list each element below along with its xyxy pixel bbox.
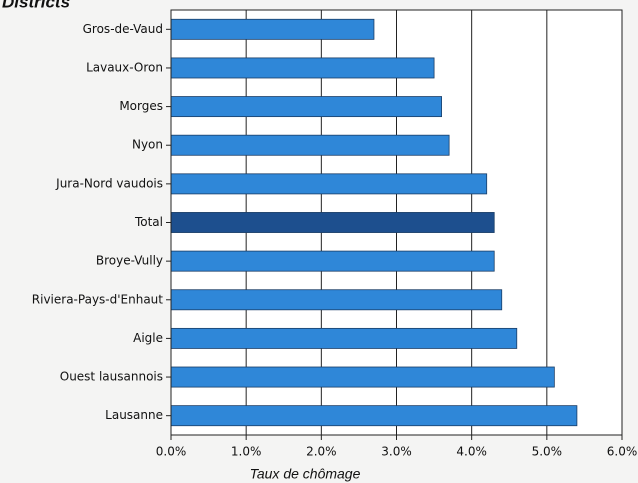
y-tick-label: Broye-Vully xyxy=(96,254,163,268)
y-tick-label: Lavaux-Oron xyxy=(86,60,163,74)
y-tick-label: Total xyxy=(134,215,163,229)
plot-border xyxy=(170,9,623,436)
bar xyxy=(170,173,488,195)
chart-title: Districts xyxy=(2,0,70,11)
x-tick-label: 0.0% xyxy=(156,445,187,459)
bar xyxy=(170,96,443,118)
bar xyxy=(170,212,495,233)
bar xyxy=(170,18,375,40)
bar xyxy=(170,57,435,79)
bar xyxy=(170,366,555,388)
y-tick-label: Riviera-Pays-d'Enhaut xyxy=(32,292,164,306)
x-tick-label: 2.0% xyxy=(306,445,337,459)
bar xyxy=(170,405,578,427)
bar xyxy=(170,327,518,349)
bar xyxy=(170,250,495,272)
x-tick-label: 1.0% xyxy=(231,445,262,459)
x-tick-label: 4.0% xyxy=(456,445,487,459)
x-tick-label: 5.0% xyxy=(532,445,563,459)
y-tick-label: Nyon xyxy=(132,138,163,152)
y-tick-label: Gros-de-Vaud xyxy=(83,22,163,36)
y-tick-label: Morges xyxy=(119,99,163,113)
x-tick-label: 6.0% xyxy=(607,445,638,459)
bar xyxy=(170,289,503,311)
x-axis-title: Taux de chômage xyxy=(250,466,361,482)
y-tick-label: Lausanne xyxy=(105,408,163,422)
y-tick-label: Ouest lausannois xyxy=(60,370,163,384)
bar xyxy=(170,134,450,156)
y-tick-label: Aigle xyxy=(133,331,163,345)
y-tick-label: Jura-Nord vaudois xyxy=(55,176,163,190)
x-tick-label: 3.0% xyxy=(381,445,412,459)
